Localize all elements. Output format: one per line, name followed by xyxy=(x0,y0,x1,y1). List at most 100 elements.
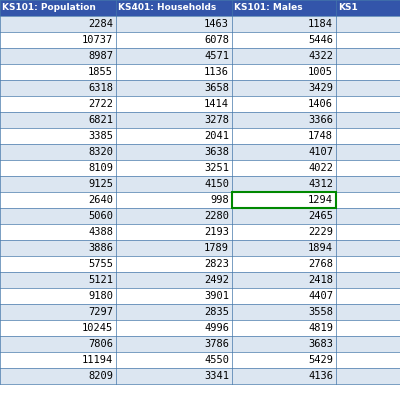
Text: 1294: 1294 xyxy=(308,195,333,205)
Text: 3901: 3901 xyxy=(204,291,229,301)
Text: 8209: 8209 xyxy=(88,371,113,381)
Text: 4136: 4136 xyxy=(308,371,333,381)
Text: 4312: 4312 xyxy=(308,179,333,189)
Text: 10245: 10245 xyxy=(82,323,113,333)
Text: 9125: 9125 xyxy=(88,179,113,189)
Text: 1406: 1406 xyxy=(308,99,333,109)
Text: 8109: 8109 xyxy=(88,163,113,173)
Text: 3638: 3638 xyxy=(204,147,229,157)
Text: 1748: 1748 xyxy=(308,131,333,141)
Bar xyxy=(0,320,400,336)
Text: 3786: 3786 xyxy=(204,339,229,349)
Text: 3341: 3341 xyxy=(204,371,229,381)
Text: 5755: 5755 xyxy=(88,259,113,269)
Text: 3886: 3886 xyxy=(88,243,113,253)
Text: 5121: 5121 xyxy=(88,275,113,285)
Text: KS1: KS1 xyxy=(338,4,358,12)
Text: 2229: 2229 xyxy=(308,227,333,237)
Text: 1005: 1005 xyxy=(308,67,333,77)
Bar xyxy=(0,160,400,176)
Bar xyxy=(0,352,400,368)
Text: 11194: 11194 xyxy=(82,355,113,365)
Bar xyxy=(0,64,400,80)
Text: 5446: 5446 xyxy=(308,35,333,45)
Text: KS101: Males: KS101: Males xyxy=(234,4,303,12)
Text: 9180: 9180 xyxy=(88,291,113,301)
Text: 3429: 3429 xyxy=(308,83,333,93)
Text: 3558: 3558 xyxy=(308,307,333,317)
Text: 1855: 1855 xyxy=(88,67,113,77)
Text: 7297: 7297 xyxy=(88,307,113,317)
Bar xyxy=(0,0,116,16)
Text: 6318: 6318 xyxy=(88,83,113,93)
Text: 2193: 2193 xyxy=(204,227,229,237)
Bar xyxy=(0,288,400,304)
Text: KS101: Population: KS101: Population xyxy=(2,4,96,12)
Bar xyxy=(0,208,400,224)
Text: 4571: 4571 xyxy=(204,51,229,61)
Bar xyxy=(0,96,400,112)
Bar xyxy=(116,0,232,16)
Bar xyxy=(0,128,400,144)
Text: 4022: 4022 xyxy=(308,163,333,173)
Text: 3683: 3683 xyxy=(308,339,333,349)
Text: 4150: 4150 xyxy=(204,179,229,189)
Bar xyxy=(0,304,400,320)
Bar xyxy=(0,144,400,160)
Text: 7806: 7806 xyxy=(88,339,113,349)
Bar xyxy=(232,0,336,16)
Text: 3251: 3251 xyxy=(204,163,229,173)
Text: 2284: 2284 xyxy=(88,19,113,29)
Bar xyxy=(336,0,400,16)
Text: 3278: 3278 xyxy=(204,115,229,125)
Text: 10737: 10737 xyxy=(82,35,113,45)
Text: 2823: 2823 xyxy=(204,259,229,269)
Text: 2768: 2768 xyxy=(308,259,333,269)
Text: 2465: 2465 xyxy=(308,211,333,221)
Text: KS401: Households: KS401: Households xyxy=(118,4,216,12)
Text: 6078: 6078 xyxy=(204,35,229,45)
Bar xyxy=(0,224,400,240)
Text: 1894: 1894 xyxy=(308,243,333,253)
Bar xyxy=(0,80,400,96)
Bar xyxy=(0,16,400,32)
Text: 3366: 3366 xyxy=(308,115,333,125)
Text: 4996: 4996 xyxy=(204,323,229,333)
Text: 5060: 5060 xyxy=(88,211,113,221)
Bar xyxy=(0,176,400,192)
Text: 8987: 8987 xyxy=(88,51,113,61)
Text: 2835: 2835 xyxy=(204,307,229,317)
Text: 1184: 1184 xyxy=(308,19,333,29)
Text: 3658: 3658 xyxy=(204,83,229,93)
Bar xyxy=(0,32,400,48)
Bar xyxy=(0,192,400,208)
Bar xyxy=(0,272,400,288)
Bar xyxy=(0,48,400,64)
Bar xyxy=(0,336,400,352)
Text: 2722: 2722 xyxy=(88,99,113,109)
Text: 2041: 2041 xyxy=(204,131,229,141)
Text: 6821: 6821 xyxy=(88,115,113,125)
Text: 1789: 1789 xyxy=(204,243,229,253)
Text: 2418: 2418 xyxy=(308,275,333,285)
Bar xyxy=(232,192,336,208)
Text: 1414: 1414 xyxy=(204,99,229,109)
Text: 998: 998 xyxy=(210,195,229,205)
Text: 4819: 4819 xyxy=(308,323,333,333)
Text: 3385: 3385 xyxy=(88,131,113,141)
Bar xyxy=(0,368,400,384)
Text: 2280: 2280 xyxy=(204,211,229,221)
Text: 8320: 8320 xyxy=(88,147,113,157)
Text: 4107: 4107 xyxy=(308,147,333,157)
Text: 4550: 4550 xyxy=(204,355,229,365)
Text: 2492: 2492 xyxy=(204,275,229,285)
Text: 5429: 5429 xyxy=(308,355,333,365)
Text: 4322: 4322 xyxy=(308,51,333,61)
Bar xyxy=(0,112,400,128)
Bar xyxy=(0,240,400,256)
Text: 4407: 4407 xyxy=(308,291,333,301)
Text: 4388: 4388 xyxy=(88,227,113,237)
Bar xyxy=(0,256,400,272)
Text: 1136: 1136 xyxy=(204,67,229,77)
Text: 1463: 1463 xyxy=(204,19,229,29)
